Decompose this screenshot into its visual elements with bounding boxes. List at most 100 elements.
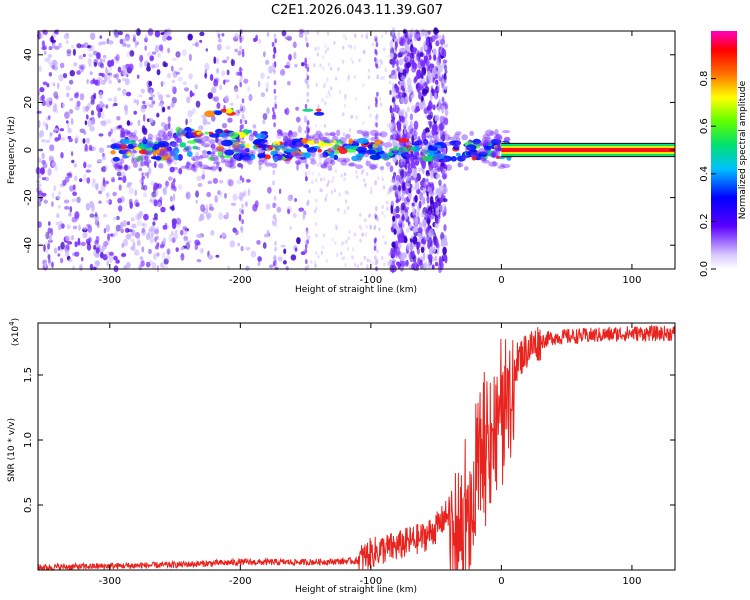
noise-blob	[118, 177, 123, 181]
signal-blob	[487, 142, 493, 147]
noise-blob	[315, 82, 318, 87]
noise-blob	[230, 156, 234, 164]
noise-blob	[199, 247, 205, 254]
noise-blob	[103, 214, 107, 218]
noise-blob	[87, 58, 92, 65]
signal-blob	[493, 144, 499, 149]
noise-blob	[250, 250, 257, 258]
noise-blob	[204, 62, 210, 71]
signal-blob	[217, 151, 223, 156]
noise-blob	[136, 28, 141, 36]
noise-blob	[252, 203, 258, 212]
noise-blob	[69, 185, 75, 192]
signal-blob	[216, 145, 225, 152]
noise-blob	[433, 124, 438, 133]
noise-blob	[433, 133, 439, 144]
noise-blob	[389, 90, 392, 95]
noise-blob	[383, 47, 386, 52]
signal-halo	[481, 159, 490, 164]
noise-blob	[237, 50, 242, 56]
noise-blob	[219, 84, 223, 91]
signal-halo	[305, 136, 314, 141]
signal-halo	[483, 139, 492, 147]
noise-blob	[273, 88, 277, 94]
signal-halo	[345, 133, 351, 139]
noise-blob	[313, 260, 316, 265]
noise-blob	[319, 155, 322, 160]
noise-blob	[68, 212, 72, 217]
noise-blob	[141, 227, 145, 233]
noise-blob	[317, 46, 320, 51]
noise-blob	[221, 232, 226, 238]
noise-blob	[416, 49, 421, 60]
noise-blob	[375, 42, 379, 48]
noise-blob	[154, 236, 157, 243]
noise-blob	[373, 245, 377, 251]
noise-blob	[58, 42, 62, 49]
signal-halo	[469, 130, 475, 137]
signal-halo	[445, 164, 452, 171]
noise-blob	[84, 120, 88, 126]
noise-blob	[355, 115, 358, 120]
signal-halo	[163, 151, 174, 155]
noise-blob	[422, 212, 428, 218]
noise-blob	[108, 255, 113, 263]
noise-blob	[67, 241, 73, 245]
noise-blob	[162, 187, 167, 196]
signal-halo	[496, 141, 502, 148]
noise-blob	[45, 231, 50, 240]
noise-blob	[116, 116, 121, 121]
signal-halo	[425, 135, 434, 139]
noise-blob	[423, 219, 427, 225]
signal-blob	[228, 131, 239, 139]
noise-blob	[149, 55, 154, 62]
signal-blob	[372, 144, 379, 149]
noise-blob	[420, 246, 425, 254]
noise-blob	[69, 70, 76, 77]
noise-blob	[66, 51, 72, 57]
noise-blob	[441, 96, 445, 103]
noise-blob	[131, 157, 134, 164]
signal-blob	[490, 138, 502, 145]
signal-halo	[463, 166, 469, 171]
signal-halo	[287, 153, 295, 158]
signal-halo	[494, 133, 503, 140]
signal-halo	[431, 140, 439, 144]
noise-blob	[392, 208, 397, 216]
signal-blob	[306, 139, 318, 145]
noise-blob	[241, 209, 244, 215]
noise-blob	[376, 176, 380, 181]
noise-blob	[429, 92, 433, 102]
noise-blob	[72, 225, 78, 230]
noise-blob	[180, 229, 184, 236]
noise-blob	[415, 106, 421, 112]
signal-blob	[422, 156, 435, 162]
noise-blob	[373, 238, 377, 244]
noise-blob	[297, 126, 303, 133]
noise-blob	[110, 233, 115, 238]
noise-blob	[386, 200, 389, 205]
signal-halo	[319, 152, 327, 158]
noise-blob	[381, 177, 384, 182]
signal-halo	[235, 157, 240, 162]
noise-blob	[404, 212, 409, 220]
noise-blob	[353, 74, 356, 79]
noise-blob	[53, 247, 58, 254]
noise-blob	[427, 261, 431, 270]
signal-halo	[327, 164, 333, 171]
signal-blob	[130, 140, 136, 144]
noise-blob	[389, 184, 393, 191]
noise-blob	[92, 146, 97, 151]
noise-blob	[306, 84, 310, 89]
signal-blob	[258, 144, 270, 149]
noise-blob	[427, 120, 432, 125]
noise-blob	[412, 49, 417, 55]
noise-blob	[305, 234, 309, 239]
noise-blob	[136, 99, 140, 106]
noise-blob	[134, 232, 141, 239]
signal-halo	[493, 134, 503, 142]
noise-blob	[393, 228, 397, 235]
noise-blob	[386, 123, 390, 128]
signal-halo	[220, 158, 226, 164]
noise-blob	[79, 178, 83, 183]
